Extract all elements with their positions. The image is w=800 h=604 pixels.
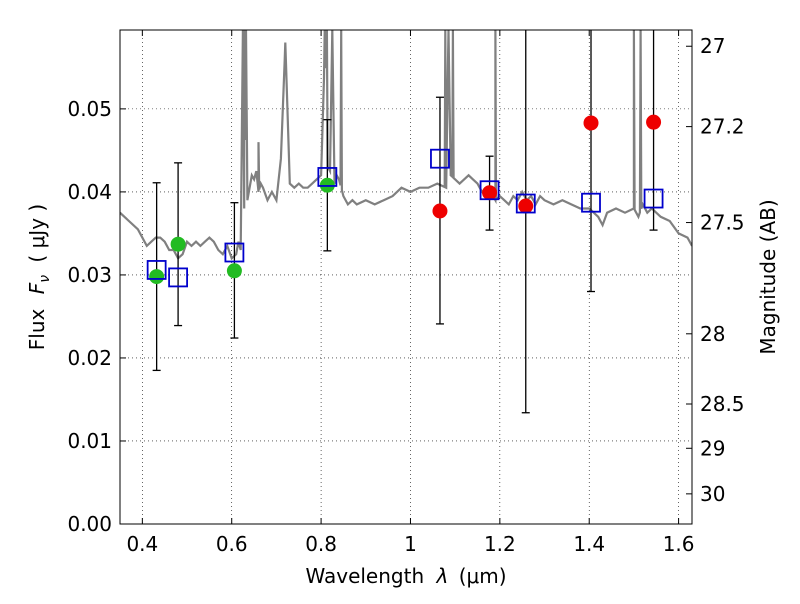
x-tick-label: 0.4 [126,532,158,556]
x-tick-label: 0.8 [305,532,337,556]
model-photometry-square [430,148,450,169]
y-tick-label: 0.00 [67,512,112,536]
axis-ticks: 0.4 0.6 0.8 1 1.2 1.4 1.6 0.00 0.01 0.02 0.03 0.04 0… [67,30,745,556]
x-tick-label: 1.4 [573,532,605,556]
y-axis-label-unit: ( μJy ) [25,204,49,263]
model-photometry-square [643,188,664,209]
x-tick-label: 0.6 [216,532,248,556]
x-tick-label: 1 [404,532,417,556]
observed-nir-point [432,203,448,219]
observed-nir-point [482,185,498,201]
grid-lines [120,30,692,525]
y2-tick-label: 27.5 [700,211,745,235]
model-photometry-square [317,167,338,187]
model-photometry-square [581,192,601,213]
y-axis-label: Flux Fν ( μJy ) [25,204,54,350]
y-axis-label-symbol: F [25,282,49,294]
y2-tick-label: 28 [700,322,725,346]
model-photometry-square [168,267,188,288]
observed-nir-point [583,115,599,131]
y-tick-label: 0.03 [67,263,112,287]
y2-tick-label: 28.5 [700,392,745,416]
y-tick-label: 0.01 [67,429,112,453]
model-photometry-square [146,260,167,280]
y2-tick-label: 27 [700,34,725,58]
plot-frame [119,29,693,525]
observed-nir-point [646,114,662,130]
y2-tick-label: 30 [700,482,725,506]
observed-optical-point [170,236,186,252]
x-axis-label-unit: (μm) [459,564,507,588]
y-axis-label-prefix: Flux [25,308,49,350]
model-photometry-square [479,180,500,201]
x-tick-label: 1.2 [484,532,516,556]
x-axis-label: Wavelength λ (μm) [305,564,506,588]
spectrum-line [120,30,692,261]
y-tick-label: 0.05 [67,97,112,121]
model-spectrum [120,30,692,261]
y2-axis-label: Magnitude (AB) [756,199,780,354]
error-bars [152,30,658,414]
y2-tick-label: 27.2 [700,115,745,139]
x-tick-label: 1.6 [663,532,695,556]
observed-nir-point [518,198,534,214]
observed-optical-point [149,269,165,285]
y2-tick-label: 29 [700,436,725,460]
y-axis-label-sub: ν [37,275,53,283]
data-markers [146,114,664,288]
y-tick-label: 0.02 [67,346,112,370]
model-photometry-square [515,193,536,214]
model-photometry-square [224,242,245,263]
observed-optical-point [226,263,242,279]
x-axis-label-symbol: λ [436,564,449,588]
y-tick-label: 0.04 [67,180,112,204]
x-axis-label-prefix: Wavelength [305,564,424,588]
